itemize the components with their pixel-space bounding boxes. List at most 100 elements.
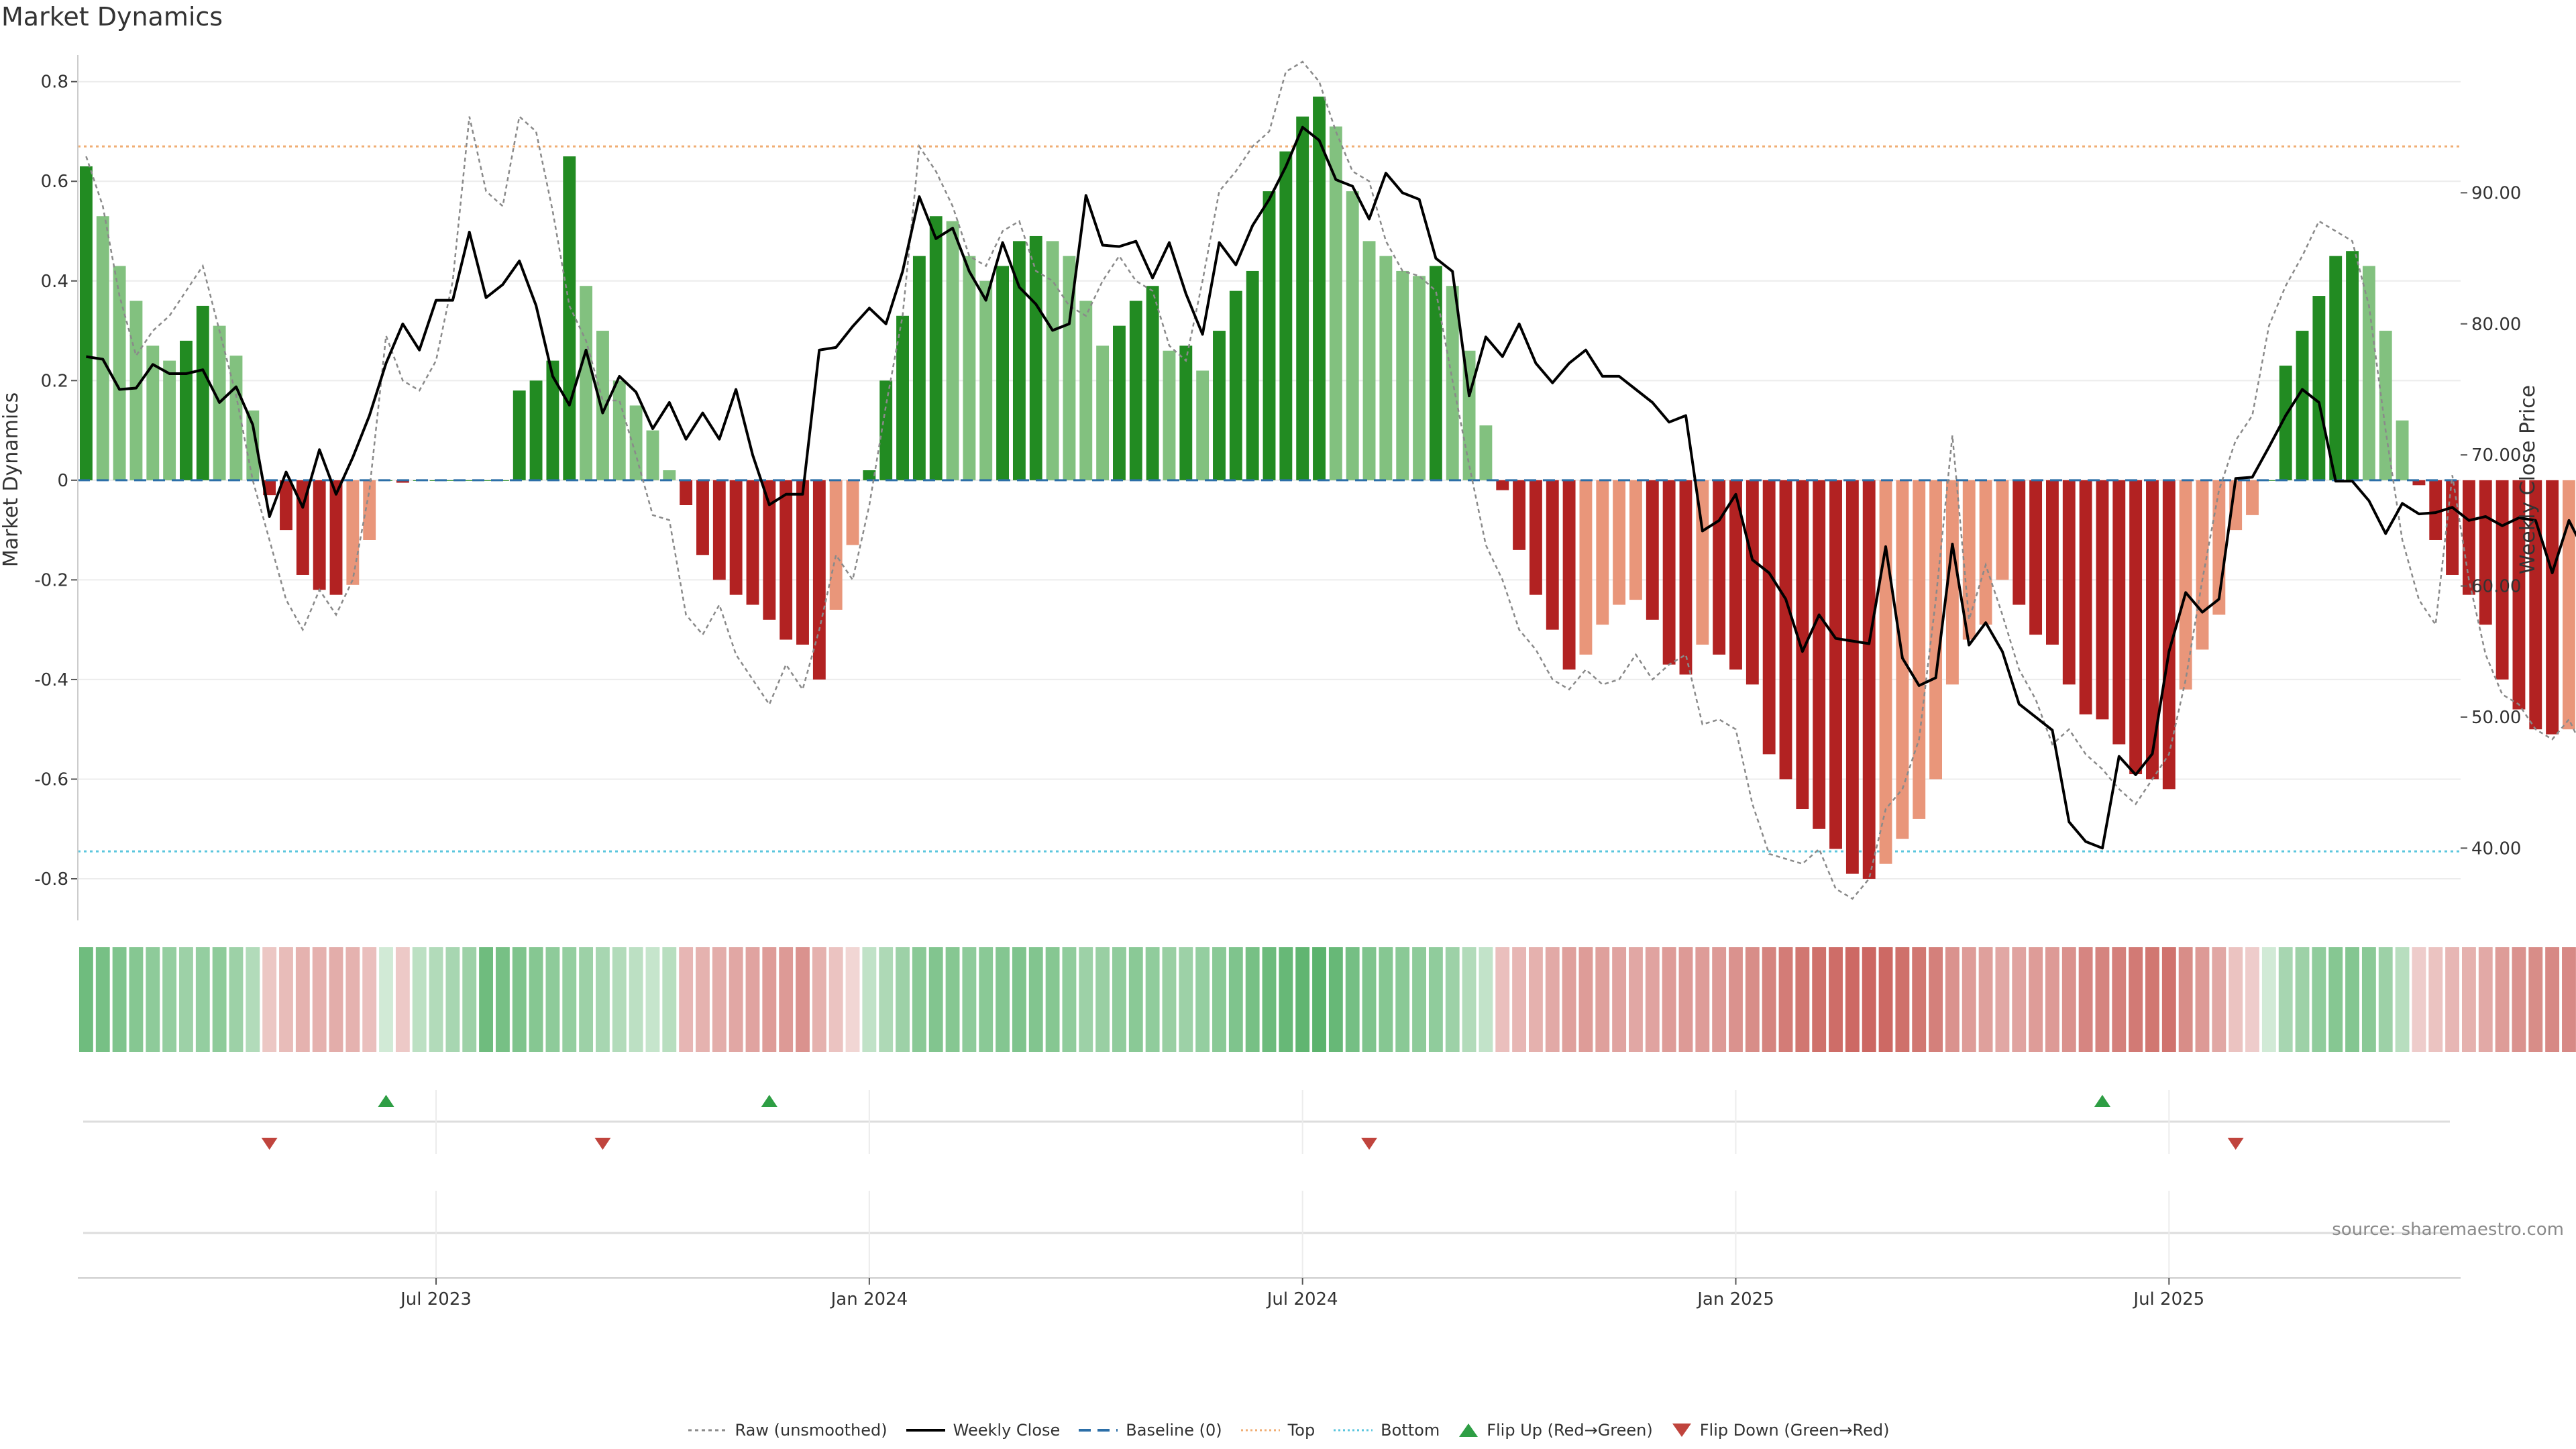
x-tick-label: Jul 2024 — [1266, 1289, 1338, 1309]
legend-close-label: Weekly Close — [953, 1421, 1061, 1440]
heatmap-cell — [1829, 947, 1843, 1052]
heatmap-cell — [2545, 947, 2560, 1052]
heatmap-cell — [1245, 947, 1260, 1052]
heatmap-cell — [979, 947, 994, 1052]
bar — [1313, 96, 1326, 480]
x-axis: Jul 2023 Jan 2024 Jul 2024 Jan 2025 Jul 2025 — [78, 1277, 2461, 1309]
bar — [996, 266, 1010, 480]
bar — [763, 480, 776, 620]
heatmap-cell — [1428, 947, 1443, 1052]
bar — [1845, 480, 1859, 874]
heatmap-cell — [195, 947, 210, 1052]
heatmap-cell — [1612, 947, 1627, 1052]
bar — [746, 480, 759, 605]
bar — [2479, 480, 2492, 625]
heatmap-cell — [1812, 947, 1827, 1052]
y-axis-label: Market Dynamics — [0, 392, 23, 568]
heatmap-cell — [2461, 947, 2476, 1052]
heatmap-cell — [912, 947, 926, 1052]
bar — [2346, 251, 2359, 480]
heatmap-cell — [2095, 947, 2110, 1052]
legend-flip-down: Flip Down (Green→Red) — [1670, 1421, 1890, 1440]
heatmap-cell — [1678, 947, 1693, 1052]
heatmap-cell — [1212, 947, 1226, 1052]
y-tick-label: 0.6 — [41, 172, 68, 192]
bar — [946, 221, 959, 480]
flip-markers — [83, 1090, 2450, 1278]
heatmap-cell — [1978, 947, 1993, 1052]
legend-bottom: Bottom — [1332, 1421, 1440, 1440]
heatmap-cell — [2078, 947, 2093, 1052]
heatmap-cell — [1262, 947, 1277, 1052]
bar — [2129, 480, 2143, 775]
heatmap-cell — [1228, 947, 1243, 1052]
legend-bottom-label: Bottom — [1381, 1421, 1440, 1440]
heatmap-cell — [1629, 947, 1643, 1052]
bar — [1479, 425, 1493, 480]
heatmap-cell — [1279, 947, 1293, 1052]
bar — [196, 305, 209, 480]
heatmap-cell — [1012, 947, 1026, 1052]
heatmap-cell — [262, 947, 277, 1052]
bar — [846, 480, 859, 545]
bar — [1496, 480, 1509, 490]
heatmap-cell — [1929, 947, 1943, 1052]
x-tick-label: Jul 2025 — [2132, 1289, 2204, 1309]
heatmap-cell — [2145, 947, 2159, 1052]
bar — [1396, 270, 1409, 480]
heatmap-cell — [1595, 947, 1610, 1052]
heatmap-cell — [1562, 947, 1576, 1052]
bar — [280, 480, 292, 531]
heatmap-cell — [2345, 947, 2359, 1052]
bar — [1379, 256, 1393, 480]
bar — [1346, 191, 1359, 480]
legend-top-label: Top — [1287, 1421, 1316, 1440]
heatmap-cell — [129, 947, 144, 1052]
heatmap-cell — [1295, 947, 1310, 1052]
bar — [1879, 480, 1892, 864]
legend-bottom-swatch — [1334, 1429, 1373, 1432]
y-tick-label: 0.2 — [41, 371, 68, 391]
heatmap-cell — [495, 947, 510, 1052]
heatmap-cell — [579, 947, 594, 1052]
bar — [1229, 290, 1242, 480]
bar — [2162, 480, 2176, 790]
heatmap-cell — [879, 947, 894, 1052]
legend-baseline: Baseline (0) — [1077, 1421, 1222, 1440]
flip-down-marker — [261, 1138, 278, 1150]
bar — [929, 216, 943, 480]
source-credit: source: sharemaestro.com — [2332, 1220, 2564, 1240]
heatmap-cell — [1495, 947, 1510, 1052]
heatmap-cell — [179, 947, 193, 1052]
heatmap-cell — [2278, 947, 2293, 1052]
bar — [1029, 235, 1042, 480]
y2-axis-label: Weekly Close Price — [2516, 385, 2540, 574]
heatmap-cell — [512, 947, 527, 1052]
bar — [396, 480, 409, 483]
heatmap-cell — [1795, 947, 1810, 1052]
heatmap-cell — [429, 947, 443, 1052]
bar — [1329, 126, 1342, 480]
heatmap-cell — [1028, 947, 1043, 1052]
bar — [2396, 420, 2409, 480]
heatmap-cell — [1112, 947, 1126, 1052]
bar — [1012, 241, 1026, 480]
heatmap-cell — [1328, 947, 1343, 1052]
heatmap-cell — [1462, 947, 1477, 1052]
heatmap-cell — [796, 947, 810, 1052]
heatmap-cell — [862, 947, 877, 1052]
bar — [563, 156, 576, 480]
y-tick-label: -0.8 — [34, 869, 68, 890]
heatmap-cell — [2178, 947, 2193, 1052]
bar — [446, 480, 460, 481]
bar — [79, 166, 93, 480]
y-tick-label: -0.6 — [34, 769, 68, 790]
heatmap-cell — [112, 947, 127, 1052]
bar — [796, 480, 809, 645]
bar — [612, 380, 626, 480]
bar — [2046, 480, 2059, 645]
x-tick-label: Jul 2023 — [399, 1289, 472, 1309]
heatmap-cell — [78, 947, 93, 1052]
heatmap-cell — [1645, 947, 1660, 1052]
